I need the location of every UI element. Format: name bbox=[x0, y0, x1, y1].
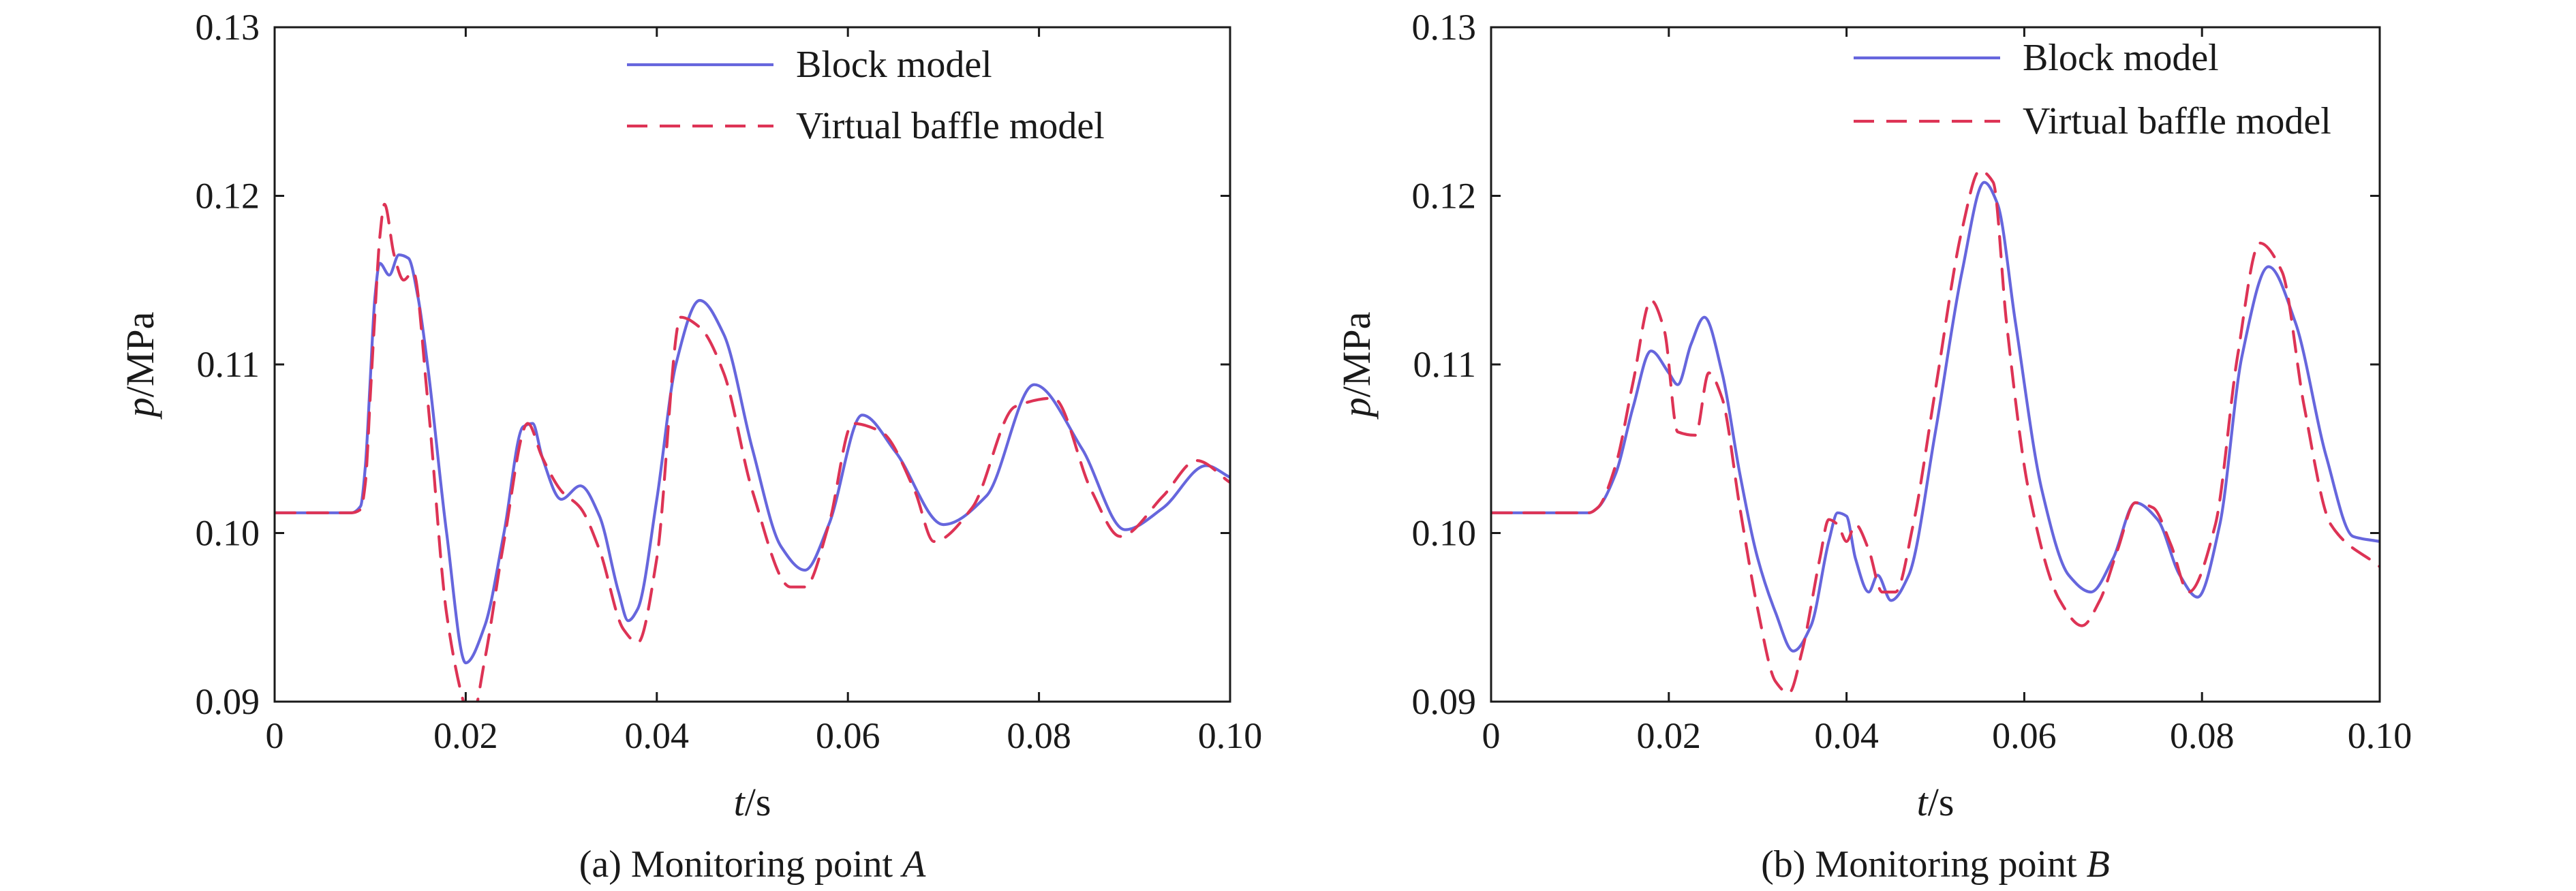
legend: Block model Virtual baffle model bbox=[627, 44, 1105, 147]
y-tick-label: 0.09 bbox=[1412, 681, 1477, 722]
x-axis-symbol: t bbox=[1917, 780, 1929, 824]
y-axis-unit: /MPa bbox=[118, 312, 162, 398]
y-tick-label: 0.13 bbox=[196, 7, 260, 48]
y-tick-label: 0.11 bbox=[197, 344, 260, 385]
y-axis-label: p/MPa bbox=[118, 312, 162, 420]
legend: Block model Virtual baffle model bbox=[1854, 37, 2331, 142]
x-tick-label: 0.10 bbox=[1198, 715, 1263, 756]
y-tick-label: 0.11 bbox=[1413, 344, 1477, 385]
legend-label: Virtual baffle model bbox=[796, 105, 1105, 147]
y-axis-symbol: p bbox=[1334, 397, 1379, 420]
caption-text: (a) Monitoring point bbox=[579, 843, 902, 886]
x-axis-unit: /s bbox=[1928, 780, 1954, 824]
x-tick-label: 0.08 bbox=[1007, 715, 1071, 756]
y-tick-label: 0.12 bbox=[1412, 176, 1477, 217]
x-tick-label: 0.06 bbox=[1992, 715, 2057, 756]
x-tick-label: 0.04 bbox=[1814, 715, 1879, 756]
legend-label: Virtual baffle model bbox=[2023, 100, 2331, 142]
x-tick-label: 0 bbox=[266, 715, 284, 756]
caption-text: (b) Monitoring point bbox=[1761, 843, 2087, 886]
x-axis-unit: /s bbox=[745, 780, 771, 824]
x-axis-symbol: t bbox=[734, 780, 746, 824]
x-tick-label: 0.08 bbox=[2170, 715, 2235, 756]
x-tick-label: 0.02 bbox=[433, 715, 498, 756]
x-tick-label: 0.10 bbox=[2348, 715, 2412, 756]
series-line-virtual-baffle-model bbox=[275, 202, 1230, 702]
x-tick-label: 0.06 bbox=[816, 715, 880, 756]
y-axis-symbol: p bbox=[118, 397, 162, 420]
y-axis-label: p/MPa bbox=[1334, 312, 1379, 420]
legend-label: Block model bbox=[796, 44, 992, 86]
plot-frame bbox=[273, 26, 1231, 703]
caption-point-letter: B bbox=[2087, 843, 2110, 886]
legend-label: Block model bbox=[2023, 37, 2219, 79]
series-line-block-model bbox=[275, 253, 1230, 665]
x-tick-label: 0 bbox=[1482, 715, 1501, 756]
y-axis-unit: /MPa bbox=[1334, 312, 1379, 398]
plot-frame bbox=[1490, 26, 2381, 703]
y-tick-label: 0.10 bbox=[1412, 513, 1477, 554]
panel-b: 0 0.02 0.04 0.06 0.08 0.10 0.09 0.10 0.11 0.12 0.1… bbox=[1334, 7, 2412, 886]
y-tick-label: 0.10 bbox=[196, 513, 260, 554]
x-axis-label: t/s bbox=[734, 780, 771, 824]
y-tick-label: 0.13 bbox=[1412, 7, 1477, 48]
x-axis-label: t/s bbox=[1917, 780, 1954, 824]
panel-a: 0 0.02 0.04 0.06 0.08 0.10 0.09 0.10 0.11 0.12 0.1… bbox=[118, 7, 1262, 886]
y-tick-label: 0.09 bbox=[196, 681, 260, 722]
y-tick-label: 0.12 bbox=[196, 176, 260, 217]
panel-caption: (b) Monitoring point B bbox=[1761, 843, 2110, 886]
panel-caption: (a) Monitoring point A bbox=[579, 843, 926, 886]
caption-point-letter: A bbox=[900, 843, 926, 886]
x-tick-label: 0.04 bbox=[625, 715, 690, 756]
x-tick-label: 0.02 bbox=[1637, 715, 1702, 756]
series-line-block-model bbox=[1491, 181, 2380, 653]
series-line-virtual-baffle-model bbox=[1491, 169, 2380, 695]
